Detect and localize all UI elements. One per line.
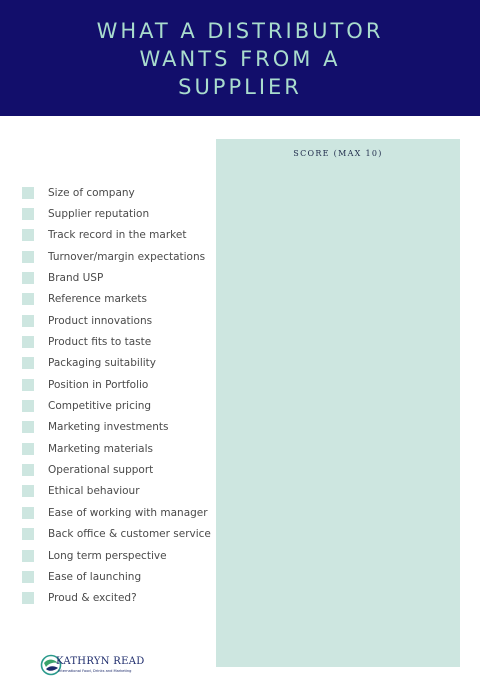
criteria-item: Supplier reputation [22,203,211,224]
checkbox[interactable] [22,208,34,221]
criteria-label: Supplier reputation [48,208,150,221]
criteria-label: Packaging suitability [48,357,156,370]
checkbox[interactable] [22,272,34,285]
criteria-item: Reference markets [22,289,211,310]
checkbox[interactable] [22,570,34,583]
globe-logo-icon [40,654,62,676]
criteria-label: Ease of working with manager [48,506,208,519]
criteria-item: Position in Portfolio [22,374,211,395]
criteria-item: Competitive pricing [22,395,211,416]
criteria-item: Packaging suitability [22,353,211,374]
checkbox[interactable] [22,592,34,605]
checkbox[interactable] [22,336,34,349]
criteria-label: Back office & customer service [48,528,211,541]
criteria-item: Ease of working with manager [22,502,211,523]
criteria-item: Product innovations [22,310,211,331]
logo-tagline: International Food, Drinks and Marketing [58,669,132,673]
checkbox[interactable] [22,506,34,519]
criteria-item: Track record in the market [22,225,211,246]
criteria-item: Proud & excited? [22,588,211,609]
criteria-label: Ease of launching [48,570,142,583]
criteria-item: Turnover/margin expectations [22,246,211,267]
checkbox[interactable] [22,378,34,391]
criteria-item: Operational support [22,459,211,480]
criteria-item: Ease of launching [22,566,211,587]
checkbox[interactable] [22,464,34,477]
criteria-label: Marketing materials [48,442,153,455]
checkbox[interactable] [22,442,34,455]
criteria-list: Size of company Supplier reputation Trac… [22,182,211,609]
checkbox[interactable] [22,250,34,263]
criteria-label: Track record in the market [48,229,187,242]
score-column[interactable]: SCORE (MAX 10) [216,139,460,667]
criteria-label: Competitive pricing [48,400,152,413]
checkbox[interactable] [22,314,34,327]
checkbox[interactable] [22,485,34,498]
criteria-item: Ethical behaviour [22,481,211,502]
checkbox[interactable] [22,186,34,199]
criteria-item: Product fits to taste [22,331,211,352]
checkbox[interactable] [22,421,34,434]
criteria-item: Back office & customer service [22,524,211,545]
page-title: WHAT A DISTRIBUTOR WANTS FROM A SUPPLIER [0,17,480,101]
criteria-label: Operational support [48,464,154,477]
title-line: SUPPLIER [178,75,302,99]
criteria-item: Marketing materials [22,438,211,459]
criteria-label: Marketing investments [48,421,169,434]
criteria-label: Reference markets [48,293,147,306]
criteria-label: Long term perspective [48,549,167,562]
checkbox[interactable] [22,229,34,242]
criteria-label: Product innovations [48,314,153,327]
header-banner: WHAT A DISTRIBUTOR WANTS FROM A SUPPLIER [0,0,480,116]
brand-logo: KATHRYN READ International Food, Drinks … [40,652,144,678]
title-line: WANTS FROM A [139,47,341,71]
logo-name: KATHRYN READ [56,656,145,667]
criteria-label: Product fits to taste [48,336,152,349]
criteria-item: Size of company [22,182,211,203]
criteria-label: Turnover/margin expectations [48,250,206,263]
checkbox[interactable] [22,293,34,306]
criteria-label: Proud & excited? [48,592,137,605]
checkbox[interactable] [22,549,34,562]
criteria-label: Ethical behaviour [48,485,140,498]
checkbox[interactable] [22,400,34,413]
criteria-label: Brand USP [48,272,104,285]
criteria-item: Brand USP [22,267,211,288]
criteria-label: Position in Portfolio [48,378,149,391]
checkbox[interactable] [22,528,34,541]
title-line: WHAT A DISTRIBUTOR [96,19,384,43]
criteria-item: Long term perspective [22,545,211,566]
score-label: SCORE (MAX 10) [293,149,383,158]
criteria-label: Size of company [48,186,135,199]
criteria-item: Marketing investments [22,417,211,438]
checkbox[interactable] [22,357,34,370]
